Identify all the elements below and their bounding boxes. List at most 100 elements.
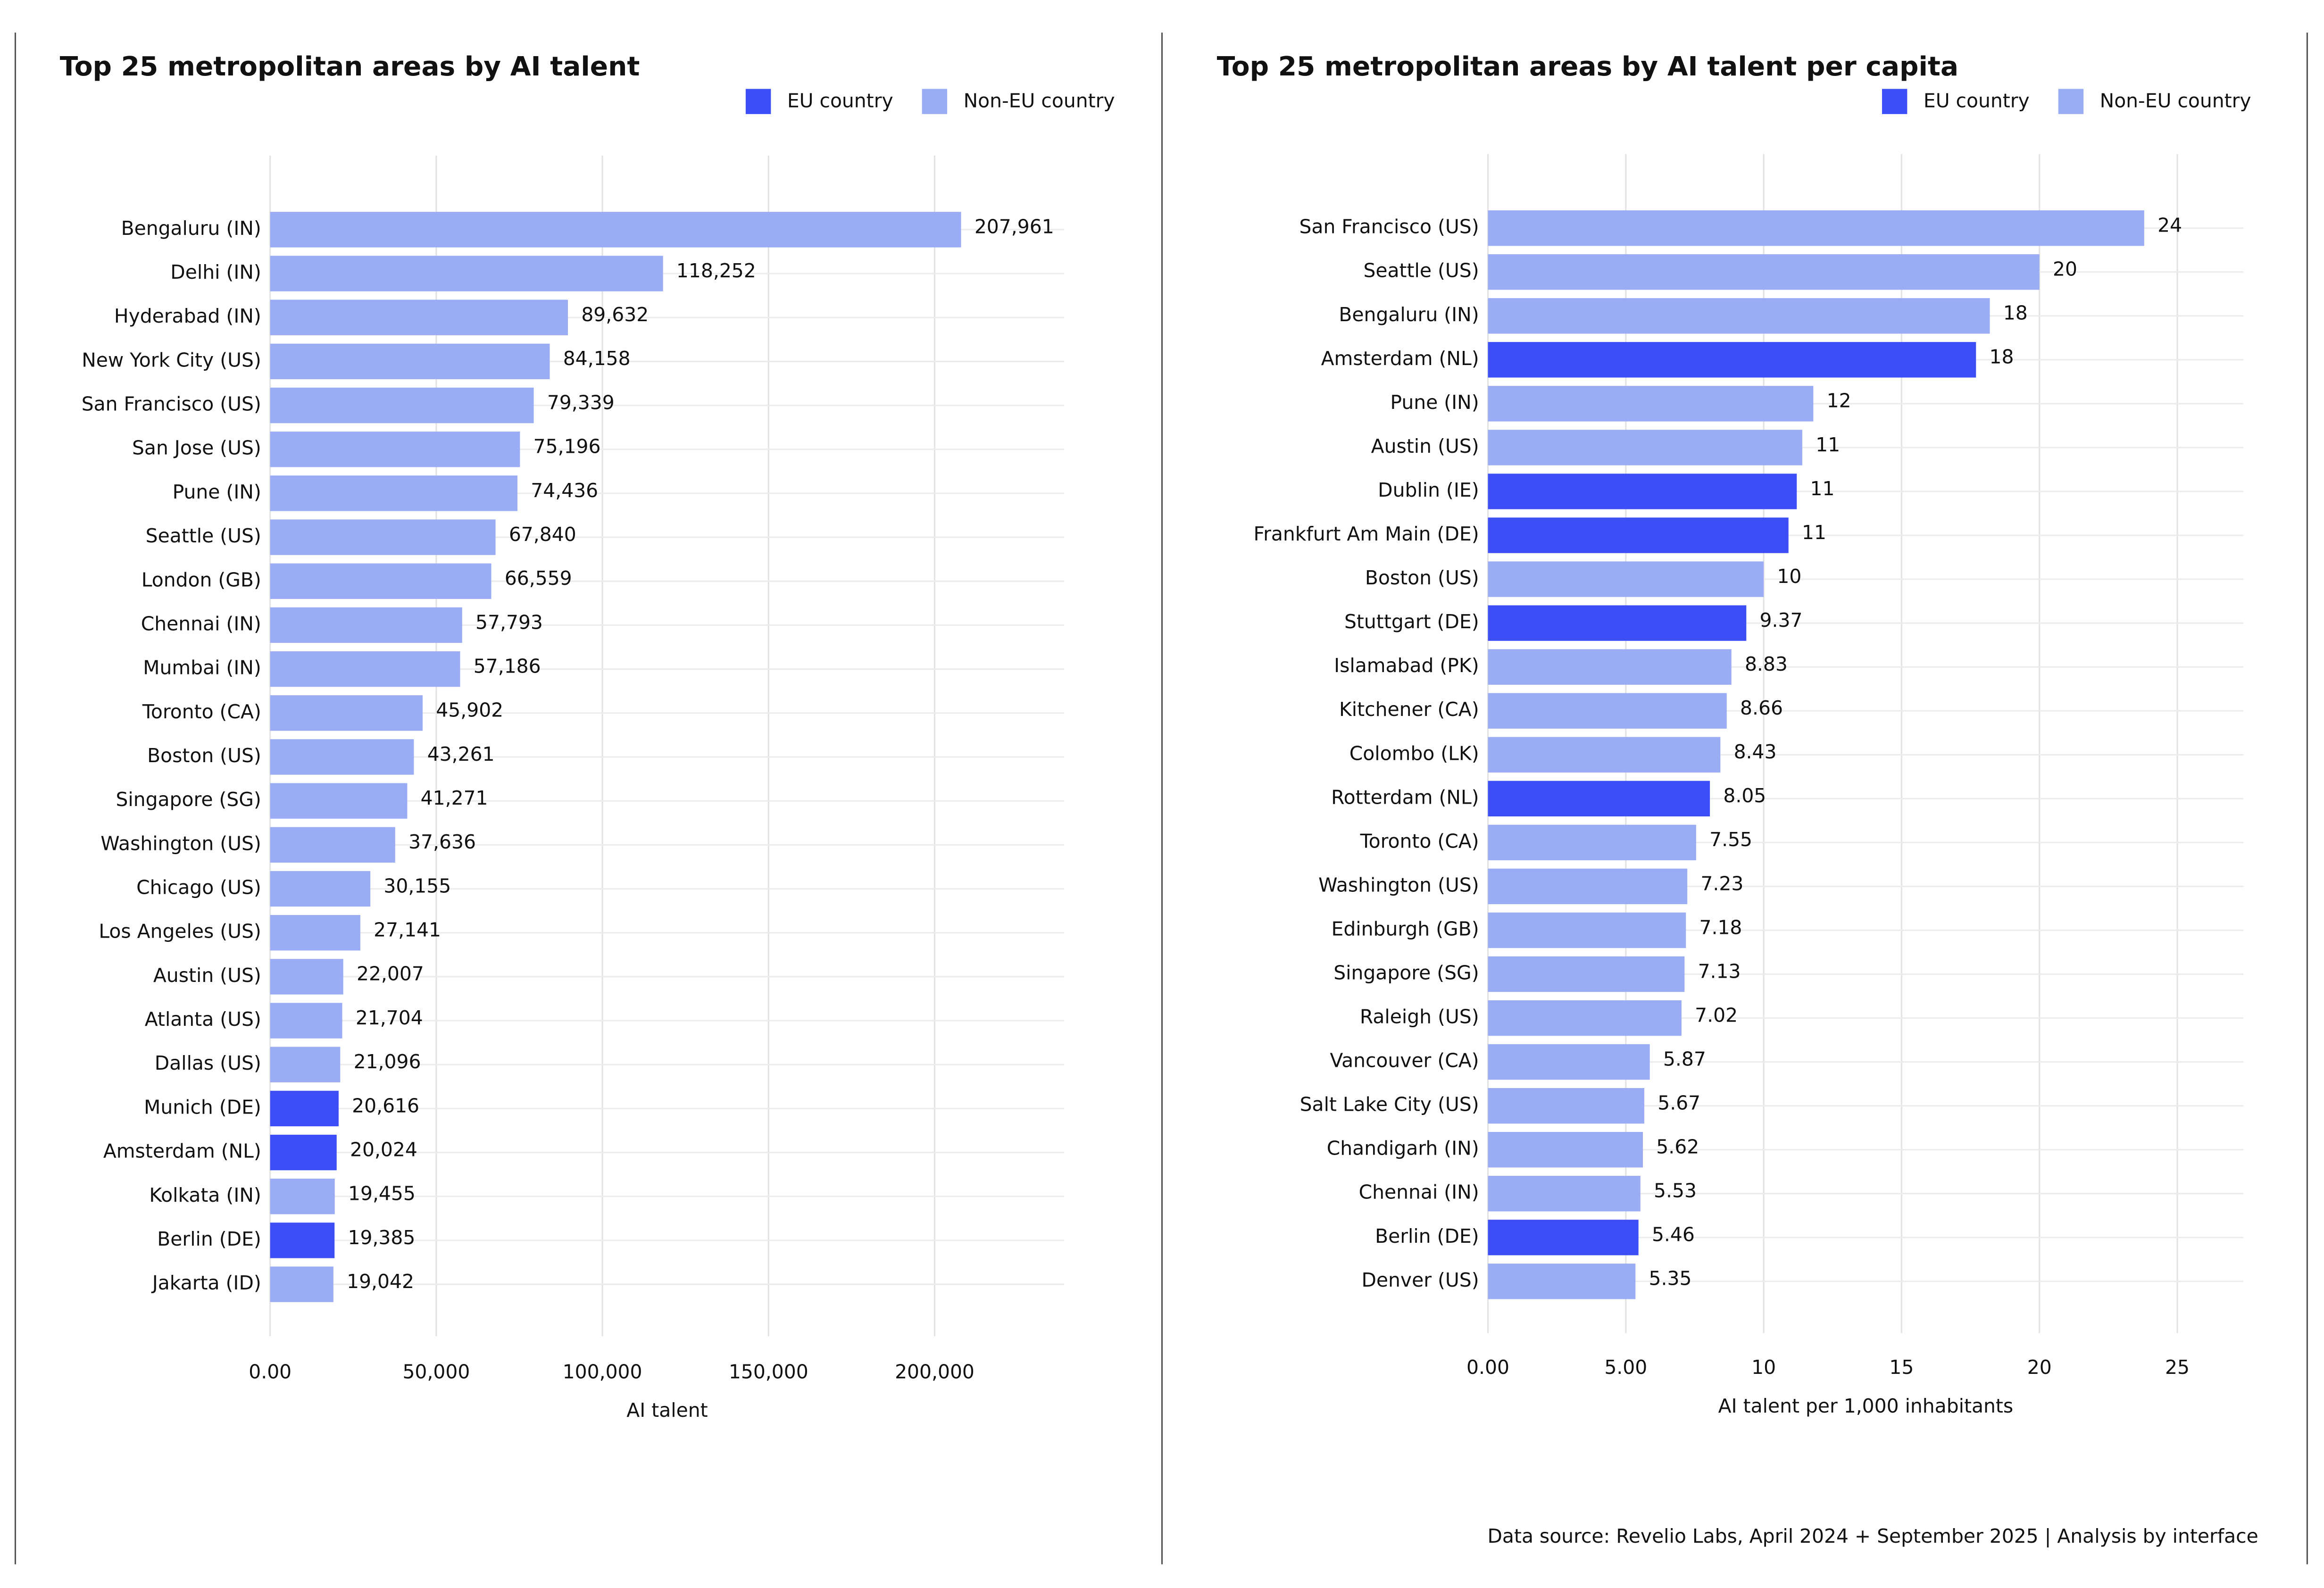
value-label: 7.55 <box>1709 828 1752 851</box>
bar <box>270 1222 335 1258</box>
y-tick-label: Seattle (US) <box>146 524 261 547</box>
bar <box>1488 737 1721 773</box>
bar <box>1488 605 1747 641</box>
bar <box>270 256 663 291</box>
bar <box>270 1047 341 1082</box>
bar <box>1488 781 1710 817</box>
value-label: 19,455 <box>348 1182 416 1205</box>
x-tick-label: 10 <box>1751 1356 1776 1379</box>
y-tick-label: Toronto (CA) <box>142 700 261 723</box>
y-tick-label: Delhi (IN) <box>170 261 261 283</box>
bar <box>270 1179 335 1214</box>
value-label: 19,042 <box>347 1270 414 1293</box>
y-tick-label: Munich (DE) <box>144 1096 261 1118</box>
y-tick-label: Bengaluru (IN) <box>121 217 261 240</box>
bar <box>1488 912 1686 948</box>
source-note: Data source: Revelio Labs, April 2024 + … <box>1487 1525 2258 1547</box>
bar <box>270 959 343 995</box>
value-label: 7.02 <box>1695 1004 1738 1026</box>
value-label: 75,196 <box>533 435 601 458</box>
legend-label: EU country <box>1924 90 2030 112</box>
bar <box>1488 561 1764 597</box>
value-label: 5.67 <box>1658 1092 1700 1114</box>
value-label: 43,261 <box>427 743 495 765</box>
y-tick-label: Raleigh (US) <box>1360 1006 1479 1028</box>
x-tick-label: 0.00 <box>1466 1356 1509 1379</box>
x-tick-label: 200,000 <box>895 1361 975 1383</box>
x-axis-label: AI talent <box>626 1399 708 1422</box>
bar <box>270 915 360 951</box>
legend-swatch <box>745 89 771 114</box>
bar <box>270 432 520 467</box>
value-label: 22,007 <box>357 963 424 985</box>
value-label: 10 <box>1777 565 1801 588</box>
y-tick-label: Washington (US) <box>1318 873 1479 896</box>
value-label: 20 <box>2053 258 2077 281</box>
value-label: 5.87 <box>1663 1048 1706 1070</box>
value-label: 8.43 <box>1734 740 1777 763</box>
value-label: 11 <box>1816 433 1840 456</box>
x-tick-label: 100,000 <box>563 1361 642 1383</box>
bar <box>1488 430 1802 466</box>
value-label: 21,096 <box>354 1050 421 1073</box>
value-label: 11 <box>1802 521 1826 544</box>
value-label: 45,902 <box>436 699 503 722</box>
legend-swatch <box>1882 89 1908 114</box>
value-label: 12 <box>1827 390 1851 412</box>
y-tick-label: London (GB) <box>142 568 261 591</box>
y-tick-label: Singapore (SG) <box>1333 962 1479 984</box>
value-label: 20,024 <box>350 1138 417 1161</box>
value-label: 66,559 <box>505 567 572 590</box>
y-tick-label: Colombo (LK) <box>1349 742 1479 765</box>
x-axis-label: AI talent per 1,000 inhabitants <box>1718 1395 2014 1417</box>
value-label: 84,158 <box>563 347 631 370</box>
y-tick-label: Rotterdam (NL) <box>1331 786 1479 808</box>
value-label: 18 <box>2003 302 2028 324</box>
value-label: 89,632 <box>581 303 649 326</box>
bar <box>1488 649 1732 685</box>
bar <box>270 212 961 248</box>
bar <box>270 1090 339 1127</box>
x-tick-label: 150,000 <box>729 1361 808 1383</box>
bar <box>1488 1044 1650 1080</box>
value-label: 5.62 <box>1656 1136 1699 1158</box>
y-tick-label: New York City (US) <box>82 349 261 371</box>
y-tick-label: Dublin (IE) <box>1378 479 1479 501</box>
value-label: 20,616 <box>352 1094 419 1117</box>
y-tick-label: Austin (US) <box>153 964 261 987</box>
y-tick-label: Pune (IN) <box>173 481 261 503</box>
bar <box>270 475 518 511</box>
value-label: 21,704 <box>356 1006 423 1029</box>
bar <box>1488 1000 1682 1036</box>
y-tick-label: Kitchener (CA) <box>1339 698 1479 721</box>
x-tick-label: 0.00 <box>249 1361 292 1383</box>
value-label: 7.18 <box>1699 916 1742 939</box>
y-tick-label: San Francisco (US) <box>82 393 261 416</box>
y-tick-label: Washington (US) <box>100 832 261 855</box>
value-label: 18 <box>1990 346 2014 368</box>
y-tick-label: Vancouver (CA) <box>1330 1049 1479 1072</box>
y-tick-label: Islamabad (PK) <box>1334 654 1479 677</box>
bar <box>1488 824 1696 861</box>
value-label: 5.35 <box>1649 1267 1692 1290</box>
bar <box>1488 1176 1641 1212</box>
bar <box>270 387 534 424</box>
x-tick-label: 50,000 <box>402 1361 470 1383</box>
legend-swatch <box>922 89 948 114</box>
bar <box>1488 517 1789 553</box>
legend-label: Non-EU country <box>2100 90 2251 112</box>
bar <box>1488 1264 1636 1299</box>
chart-title: Top 25 metropolitan areas by AI talent <box>60 51 640 82</box>
value-label: 8.66 <box>1740 697 1783 719</box>
bar <box>1488 386 1814 422</box>
y-tick-label: Singapore (SG) <box>116 788 261 811</box>
bar <box>270 563 491 599</box>
bar <box>270 519 496 555</box>
value-label: 57,186 <box>474 655 541 677</box>
y-tick-label: Dallas (US) <box>155 1052 261 1074</box>
y-tick-label: Chicago (US) <box>136 876 261 899</box>
bar <box>270 343 550 380</box>
y-tick-label: Bengaluru (IN) <box>1339 303 1479 326</box>
